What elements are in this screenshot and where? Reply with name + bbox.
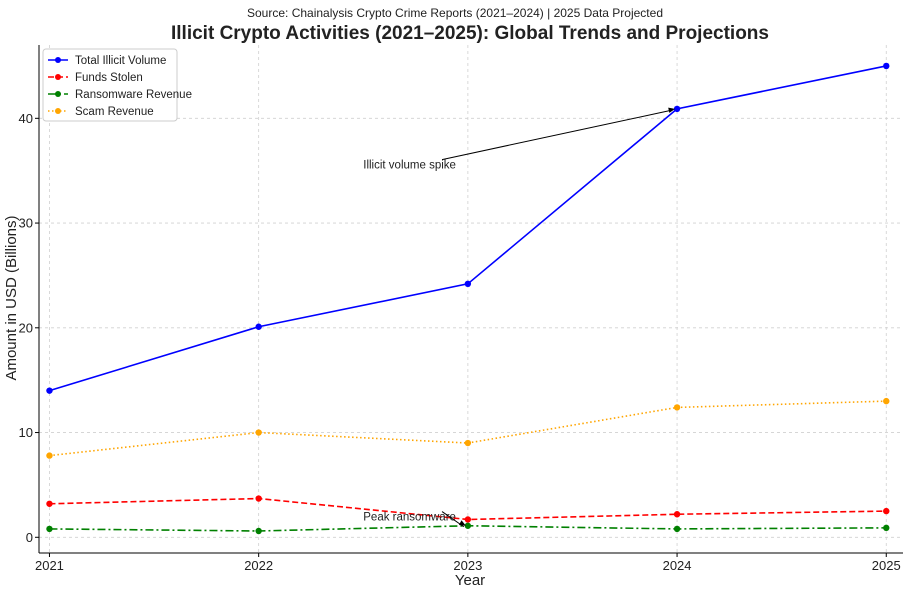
data-point	[46, 500, 53, 507]
legend-marker	[55, 74, 61, 80]
data-point	[46, 525, 53, 533]
y-tick-label: 20	[19, 320, 33, 335]
data-point	[673, 525, 681, 533]
data-point	[464, 522, 472, 529]
legend-marker	[55, 57, 61, 63]
x-tick-label: 2024	[663, 558, 692, 573]
data-point	[255, 429, 262, 436]
y-axis-label: Amount in USD (Billions)	[3, 215, 20, 380]
y-tick-label: 0	[26, 530, 33, 545]
annotation-arrowhead	[668, 107, 676, 113]
legend-marker	[55, 91, 61, 97]
annotations: Illicit volume spike Peak ransomware	[363, 107, 676, 528]
legend-marker	[55, 108, 61, 114]
data-point	[464, 516, 472, 523]
series-ransomware-revenue	[46, 522, 890, 535]
data-point	[673, 511, 681, 518]
legend-item: Funds Stolen	[48, 72, 143, 84]
annotation-label: Peak ransomware	[363, 512, 456, 524]
data-point	[883, 62, 890, 70]
y-tick-label: 30	[19, 216, 33, 231]
axes: 2021 2022 2023 2024 2025 0 10 20 30 40	[19, 45, 903, 573]
legend-item: Ransomware Revenue	[48, 89, 192, 101]
data-point	[883, 524, 890, 532]
x-tick-label: 2022	[244, 558, 273, 573]
legend-label: Ransomware Revenue	[75, 89, 192, 101]
x-tick-label: 2023	[453, 558, 482, 573]
data-point	[255, 323, 262, 330]
data-point	[255, 527, 262, 535]
annotation-label: Illicit volume spike	[363, 160, 456, 172]
legend-box	[42, 48, 178, 122]
data-point	[464, 439, 472, 447]
legend: Total Illicit Volume Funds Stolen Ransomwa…	[42, 48, 192, 122]
data-point	[883, 397, 890, 405]
data-point	[673, 404, 681, 411]
chart-title: Illicit Crypto Activities (2021–2025): G…	[171, 23, 769, 44]
data-point	[255, 495, 262, 502]
series-line	[49, 400, 887, 457]
x-axis-label: Year	[455, 572, 485, 589]
data-point	[46, 387, 53, 394]
data-point	[673, 105, 681, 113]
data-point	[46, 452, 53, 459]
y-tick-label: 10	[19, 425, 33, 440]
data-point	[883, 507, 890, 515]
annotation-arrowhead	[458, 520, 466, 526]
data-point	[464, 280, 472, 288]
legend-label: Funds Stolen	[75, 72, 143, 84]
x-tick-label: 2021	[35, 558, 64, 573]
y-tick-label: 40	[19, 111, 33, 126]
annotation-arrow	[441, 109, 674, 161]
series-group	[46, 62, 890, 535]
series-scam-revenue	[46, 397, 890, 459]
series-total-illicit-volume	[46, 62, 890, 394]
legend-label: Scam Revenue	[75, 106, 154, 118]
series-funds-stolen	[46, 495, 890, 523]
legend-item: Total Illicit Volume	[48, 55, 166, 67]
legend-label: Total Illicit Volume	[75, 55, 166, 67]
chart-subtitle: Source: Chainalysis Crypto Crime Reports…	[247, 6, 663, 20]
grid-lines	[39, 45, 903, 553]
legend-item: Scam Revenue	[48, 106, 154, 118]
x-tick-label: 2025	[872, 558, 901, 573]
